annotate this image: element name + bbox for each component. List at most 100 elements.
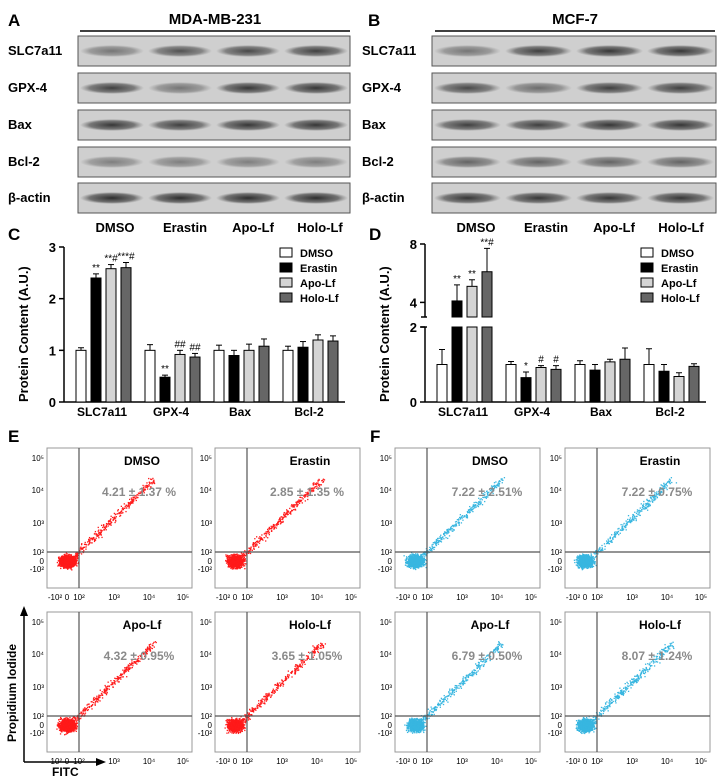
event-dot [62,730,65,732]
event-dot [102,526,104,529]
event-dot [66,555,69,557]
event-dot [226,558,228,560]
event-dot [230,563,232,565]
event-dot [67,567,69,570]
event-dot [66,566,68,568]
event-dot [69,566,71,569]
event-dot [303,495,305,497]
event-dot [300,499,303,501]
event-dot [155,641,157,644]
event-dot [234,557,236,559]
event-dot [149,650,152,652]
event-dot [110,680,112,682]
event-dot [120,510,123,513]
significance-mark: ## [189,342,201,353]
event-dot [68,559,70,561]
blot-band [576,119,643,131]
event-dot [225,562,228,564]
event-dot [233,558,235,560]
event-dot [150,482,152,484]
event-dot [89,538,92,540]
event-dot [94,538,96,541]
flow-y-tick: 10⁴ [32,486,45,495]
flow-y-tick: -10² [30,729,45,738]
x-tick-label: SLC7a11 [438,405,488,419]
event-dot [228,561,230,563]
event-dot [143,488,145,490]
event-dot [253,546,255,548]
event-dot [308,489,310,492]
event-dot [238,567,240,569]
blot-band [216,45,280,57]
event-dot [323,479,326,481]
treatment-label: DMSO [124,454,160,468]
event-dot [233,565,236,567]
event-dot [64,566,66,568]
event-dot [71,720,73,723]
event-dot [242,560,244,562]
event-dot [255,540,258,543]
blot-band [576,156,643,168]
event-dot [241,561,243,563]
event-dot [69,730,72,732]
event-dot [233,563,235,565]
event-dot [241,564,243,566]
event-dot [242,558,245,561]
event-dot [234,560,236,563]
event-dot [71,556,74,558]
event-dot [226,720,228,722]
blot-band [80,45,144,57]
bar [228,355,240,403]
event-dot [87,544,90,546]
event-dot [96,697,98,699]
event-dot [84,709,87,712]
event-dot [69,558,71,561]
event-dot [281,518,283,521]
event-dot [71,726,73,728]
event-dot [64,717,66,720]
event-dot [113,516,116,518]
event-dot [130,501,132,504]
event-dot [63,722,65,724]
event-dot [304,496,306,498]
event-dot [70,731,73,733]
event-dot [137,496,139,499]
event-dot [61,556,64,559]
event-dot [242,561,244,563]
event-dot [61,563,63,565]
event-dot [131,660,133,662]
event-dot [58,723,61,726]
event-dot [96,534,98,536]
y-tick-label: 2 [410,320,417,335]
event-dot [256,543,258,545]
quadrant-percentage: 4.21 ± 1.37 % [102,485,176,499]
event-dot [57,719,60,721]
lane-header: Holo-Lf [297,220,343,235]
flow-x-tick: -10² [48,593,63,602]
event-dot [282,521,284,523]
event-dot [123,671,125,673]
event-dot [60,726,62,728]
event-dot [94,704,96,706]
event-dot [91,538,93,541]
bar [327,340,339,403]
event-dot [268,528,271,530]
event-dot [63,724,65,727]
event-dot [62,555,65,558]
legend-label: Apo-Lf [300,278,336,290]
event-dot [81,712,83,715]
event-dot [238,564,241,566]
event-dot [107,520,110,523]
event-dot [73,727,75,730]
event-dot [76,558,79,560]
event-dot [59,562,62,565]
event-dot [80,546,82,548]
panel-letter-b: B [368,11,380,30]
event-dot [129,662,131,665]
event-dot [105,526,107,528]
event-dot [143,655,146,657]
flow-y-tick: 10³ [32,683,44,692]
event-dot [73,721,75,723]
event-dot [71,558,73,560]
blot-band [505,45,572,57]
